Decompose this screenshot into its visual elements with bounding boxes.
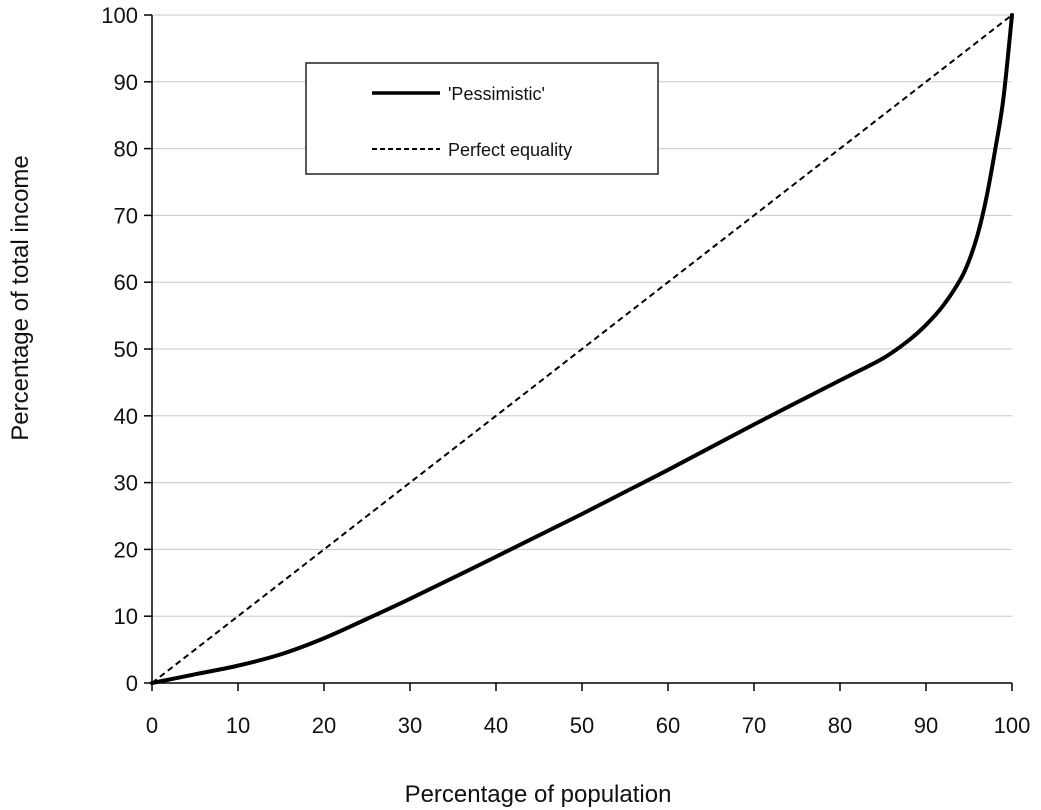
y-tick-label-20: 20 bbox=[114, 537, 138, 562]
x-tick-label-60: 60 bbox=[656, 713, 680, 738]
legend-label-pessimistic: 'Pessimistic' bbox=[448, 84, 545, 104]
y-tick-label-0: 0 bbox=[126, 671, 138, 696]
x-tick-label-70: 70 bbox=[742, 713, 766, 738]
legend-label-perfect-equality: Perfect equality bbox=[448, 140, 572, 160]
x-tick-label-20: 20 bbox=[312, 713, 336, 738]
y-tick-label-100: 100 bbox=[101, 3, 138, 28]
legend: 'Pessimistic' Perfect equality bbox=[305, 62, 659, 175]
y-tick-label-40: 40 bbox=[114, 404, 138, 429]
x-tick-label-100: 100 bbox=[994, 713, 1031, 738]
x-tick-label-40: 40 bbox=[484, 713, 508, 738]
y-tick-label-90: 90 bbox=[114, 70, 138, 95]
x-tick-label-0: 0 bbox=[146, 713, 158, 738]
y-axis-title: Percentage of total income bbox=[7, 155, 34, 441]
x-tick-label-90: 90 bbox=[914, 713, 938, 738]
axes bbox=[144, 14, 1013, 691]
x-tick-label-50: 50 bbox=[570, 713, 594, 738]
y-tick-labels: 0 10 20 30 40 50 60 70 80 90 100 bbox=[101, 3, 138, 696]
x-tick-label-80: 80 bbox=[828, 713, 852, 738]
y-tick-label-10: 10 bbox=[114, 604, 138, 629]
series-layer bbox=[150, 13, 1014, 685]
x-axis-title: Percentage of population bbox=[405, 781, 672, 808]
y-tick-label-80: 80 bbox=[114, 137, 138, 162]
y-tick-label-30: 30 bbox=[114, 471, 138, 496]
legend-box bbox=[305, 62, 659, 175]
x-tick-label-10: 10 bbox=[226, 713, 250, 738]
y-tick-label-70: 70 bbox=[114, 203, 138, 228]
series-line-pessimistic bbox=[150, 13, 1014, 685]
y-tick-label-50: 50 bbox=[114, 337, 138, 362]
x-tick-labels: 0 10 20 30 40 50 60 70 80 90 100 bbox=[146, 713, 1030, 738]
series-line-perfect-equality bbox=[151, 14, 1013, 684]
x-tick-label-30: 30 bbox=[398, 713, 422, 738]
y-tick-label-60: 60 bbox=[114, 270, 138, 295]
